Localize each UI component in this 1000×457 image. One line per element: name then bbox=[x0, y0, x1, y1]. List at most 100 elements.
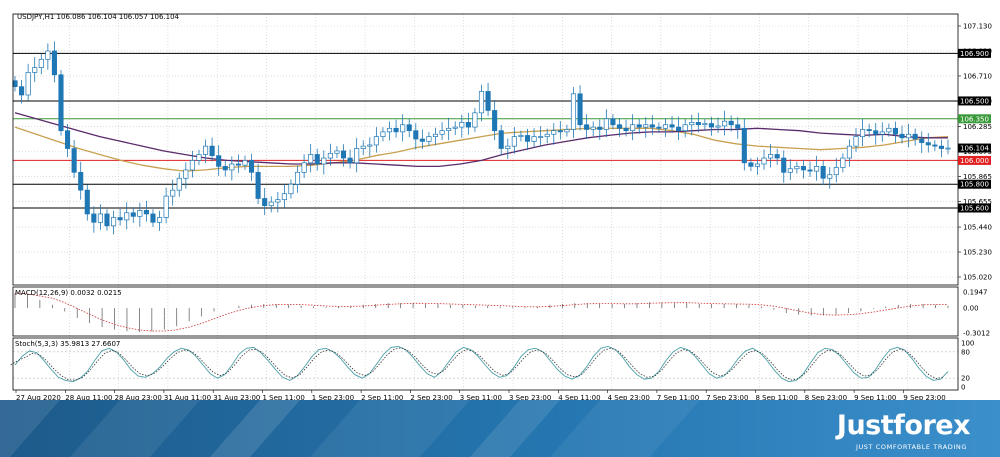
candle-bull bbox=[768, 154, 774, 159]
candle-bull bbox=[25, 72, 31, 96]
time-tick-label: 9 Sep 11:00 bbox=[854, 394, 896, 402]
candle-bull bbox=[327, 152, 333, 159]
candle-bear bbox=[781, 157, 787, 173]
candle-bear bbox=[340, 150, 347, 159]
candle-bear bbox=[610, 118, 616, 126]
candle-bull bbox=[281, 193, 287, 201]
time-tick-label: 31 Aug 11:00 bbox=[164, 394, 211, 402]
candle-bear bbox=[104, 213, 110, 227]
time-tick-label: 28 Aug 11:00 bbox=[65, 394, 112, 402]
candle-bear bbox=[91, 213, 97, 223]
candle-bull bbox=[787, 168, 793, 173]
candle-bull bbox=[538, 136, 544, 138]
macd-signal-line bbox=[14, 292, 949, 332]
candle-bear bbox=[892, 127, 898, 135]
candle-bull bbox=[426, 136, 432, 142]
candle-bear bbox=[262, 198, 268, 206]
level-label-bg bbox=[958, 155, 991, 165]
banner-shard bbox=[310, 400, 470, 457]
candle-bull bbox=[827, 174, 833, 179]
banner-shard bbox=[210, 400, 300, 457]
level-label-bg bbox=[958, 114, 991, 124]
candle-bear bbox=[248, 160, 255, 173]
candle-bull bbox=[156, 217, 163, 223]
candle-bull bbox=[814, 166, 820, 172]
candle-bull bbox=[288, 183, 294, 195]
candle-bear bbox=[524, 135, 531, 142]
candle-bull bbox=[360, 145, 366, 149]
time-tick-label: 1 Sep 11:00 bbox=[263, 394, 305, 402]
time-tick-label: 2 Sep 11:00 bbox=[361, 394, 403, 402]
macd-tick-label: -0.3012 bbox=[963, 330, 990, 338]
level-label: 106.000 bbox=[960, 157, 989, 165]
candle-bear bbox=[19, 86, 25, 96]
candle-bear bbox=[492, 110, 498, 132]
time-tick-label: 28 Aug 23:00 bbox=[115, 394, 162, 402]
candle-bear bbox=[12, 80, 18, 88]
stoch-k-line bbox=[14, 346, 949, 383]
candle-bear bbox=[741, 127, 747, 164]
candle-bear bbox=[51, 50, 57, 76]
candle-bear bbox=[58, 74, 64, 132]
candle-bear bbox=[873, 130, 879, 135]
candle-bear bbox=[498, 130, 504, 149]
candle-bull bbox=[840, 157, 846, 168]
candle-bear bbox=[216, 155, 222, 167]
candle-bear bbox=[485, 91, 491, 111]
candle-bull bbox=[564, 129, 570, 133]
candle-bull bbox=[603, 118, 609, 130]
symbol-header: USDJPY,H1 106.086 106.104 106.057 106.10… bbox=[17, 13, 180, 21]
level-label-bg bbox=[958, 179, 991, 189]
candles bbox=[12, 41, 951, 235]
candle-bear bbox=[636, 124, 642, 128]
candle-bull bbox=[531, 136, 537, 142]
candle-bear bbox=[557, 130, 563, 133]
candle-bear bbox=[143, 210, 149, 215]
candle-bear bbox=[419, 138, 425, 142]
stoch-tick-label: 20 bbox=[961, 375, 970, 383]
level-label: 106.104 bbox=[960, 145, 989, 153]
candle-bear bbox=[925, 142, 931, 146]
candle-bull bbox=[334, 150, 340, 154]
candle-bull bbox=[308, 154, 314, 164]
candle-bull bbox=[321, 157, 327, 165]
candle-bull bbox=[32, 67, 38, 73]
candle-bear bbox=[347, 157, 353, 164]
candle-bull bbox=[170, 189, 176, 197]
candle-bull bbox=[662, 124, 669, 129]
time-tick-label: 27 Aug 2020 bbox=[16, 394, 61, 402]
stoch-label: Stoch(5,3,3) 35.9813 27.6607 bbox=[15, 340, 120, 348]
candle-bull bbox=[945, 147, 951, 150]
candle-bear bbox=[584, 124, 590, 130]
candle-bear bbox=[919, 138, 925, 143]
moving-average-line bbox=[14, 126, 949, 172]
banner-shard bbox=[550, 400, 700, 457]
time-tick-label: 3 Sep 23:00 bbox=[509, 394, 551, 402]
candle-bear bbox=[807, 169, 813, 172]
macd-label: MACD(12,26,9) 0.0032 0.0215 bbox=[15, 289, 122, 297]
candle-bear bbox=[71, 148, 77, 173]
level-label: 106.900 bbox=[960, 50, 989, 58]
price-tick-label: 105.440 bbox=[963, 224, 992, 232]
candle-bull bbox=[722, 120, 728, 127]
candle-bear bbox=[676, 126, 682, 132]
candle-bull bbox=[472, 112, 478, 128]
candle-bull bbox=[590, 126, 596, 130]
candle-bull bbox=[715, 125, 721, 128]
candle-bear bbox=[649, 124, 655, 128]
candle-bull bbox=[189, 160, 195, 171]
brand-logo: Justforex bbox=[836, 410, 971, 441]
candle-bull bbox=[97, 213, 103, 223]
price-tick-label: 105.230 bbox=[963, 249, 992, 257]
candle-bull bbox=[354, 148, 360, 164]
candle-bull bbox=[630, 124, 636, 132]
panel-frames bbox=[12, 13, 959, 391]
time-tick-label: 31 Aug 23:00 bbox=[213, 394, 260, 402]
brand-tagline: JUST COMFORTABLE TRADING bbox=[855, 443, 967, 451]
time-tick-label: 7 Sep 23:00 bbox=[706, 394, 748, 402]
time-axis: 27 Aug 2020 28 Aug 11:00 28 Aug 23:00 31 Au… bbox=[15, 390, 946, 402]
candle-bull bbox=[229, 163, 235, 171]
candle-bull bbox=[505, 145, 511, 149]
candle-bull bbox=[176, 177, 182, 191]
